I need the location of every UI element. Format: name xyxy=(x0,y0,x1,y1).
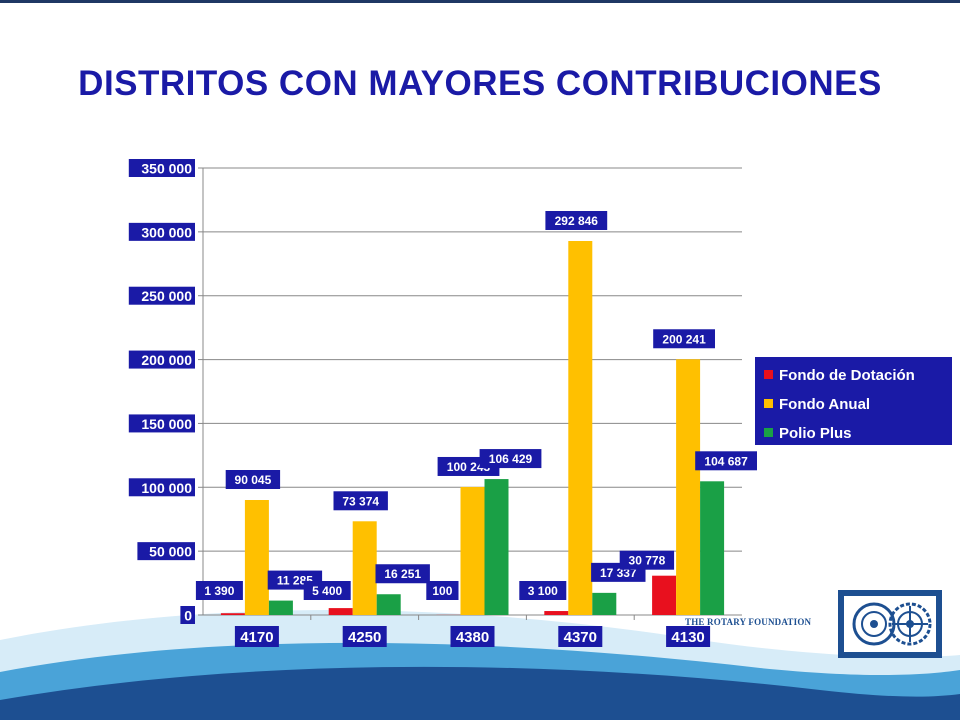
data-label: 16 251 xyxy=(384,567,421,581)
data-label-bg xyxy=(375,564,430,584)
x-tick-label-bg xyxy=(234,626,279,647)
bar xyxy=(652,575,677,615)
x-tick-label: 4250 xyxy=(348,629,381,646)
data-label: 73 374 xyxy=(342,494,379,508)
rotary-wheel-icon xyxy=(852,602,932,646)
chart-bars xyxy=(220,240,725,615)
rotary-logo-inner xyxy=(844,596,936,652)
legend-label: Polio Plus xyxy=(779,425,852,442)
y-tick-label-bg xyxy=(128,350,195,369)
legend-swatch xyxy=(764,370,773,379)
data-label-bg xyxy=(695,451,757,471)
x-tick-label: 4170 xyxy=(240,629,273,646)
y-tick-label-bg xyxy=(128,414,195,433)
y-tick-label-bg xyxy=(180,606,195,624)
data-label: 104 687 xyxy=(704,454,748,468)
y-tick-label: 50 000 xyxy=(149,544,192,560)
bar xyxy=(220,613,245,615)
rotary-logo xyxy=(838,590,942,658)
legend-swatch xyxy=(764,428,773,437)
bar xyxy=(700,481,725,615)
x-tick-label-bg xyxy=(666,626,711,647)
y-tick-label: 200 000 xyxy=(141,352,192,368)
x-tick-label: 4370 xyxy=(564,629,597,646)
y-tick-label-bg xyxy=(128,222,195,241)
data-label: 1 390 xyxy=(204,584,234,598)
bar xyxy=(376,594,401,615)
data-label: 30 778 xyxy=(629,554,666,568)
bar xyxy=(460,486,485,615)
legend-swatch xyxy=(764,399,773,408)
bar xyxy=(676,359,701,615)
bar xyxy=(244,499,269,615)
data-label-bg xyxy=(195,581,243,600)
bar xyxy=(484,479,509,615)
y-axis-ticks: 0 50 000 100 000 150 000 200 000 250 000 300 0… xyxy=(128,159,195,624)
data-label: 100 243 xyxy=(447,460,491,474)
x-axis-ticks: 4170 4250 4380 4370 4130 xyxy=(234,626,711,647)
y-tick-label-bg xyxy=(128,478,195,497)
bar xyxy=(268,600,293,615)
bar xyxy=(328,608,353,615)
data-label-bg xyxy=(225,469,281,489)
data-label-bg xyxy=(479,449,542,469)
data-label: 5 400 xyxy=(312,584,342,598)
data-label-bg xyxy=(303,581,351,600)
data-label: 3 100 xyxy=(528,584,558,598)
data-label: 90 045 xyxy=(235,473,272,487)
x-tick-label: 4380 xyxy=(456,629,489,646)
legend-label: Fondo de Dotación xyxy=(779,367,915,384)
data-label: 292 846 xyxy=(555,214,599,228)
x-tick-label-bg xyxy=(558,626,603,647)
data-label-bg xyxy=(519,581,567,600)
foundation-name: THE ROTARY FOUNDATION xyxy=(685,617,812,627)
y-tick-label: 150 000 xyxy=(141,416,192,432)
y-tick-label: 300 000 xyxy=(141,224,192,240)
y-tick-label: 100 000 xyxy=(141,480,192,496)
bar xyxy=(568,240,593,615)
data-label-bg xyxy=(426,581,459,600)
data-label-bg xyxy=(653,329,715,349)
x-tick-label: 4130 xyxy=(671,629,704,646)
y-tick-label: 350 000 xyxy=(141,161,192,177)
y-tick-label: 0 xyxy=(184,608,192,624)
legend-label: Fondo Anual xyxy=(779,396,870,413)
page-title: DISTRITOS CON MAYORES CONTRIBUCIONES xyxy=(78,64,882,103)
top-rule xyxy=(0,0,960,3)
chart-legend: Fondo de Dotación Fondo Anual Polio Plus xyxy=(755,357,952,445)
data-label: 100 xyxy=(432,584,452,598)
legend-box xyxy=(755,357,952,445)
data-label-bg xyxy=(545,210,608,230)
x-tick-label-bg xyxy=(450,626,495,647)
y-tick-label-bg xyxy=(137,542,195,561)
bar xyxy=(352,521,377,615)
data-label: 200 241 xyxy=(662,332,706,346)
y-tick-label-bg xyxy=(128,286,195,305)
y-tick-label-bg xyxy=(128,159,195,177)
data-label-bg xyxy=(619,550,675,570)
y-tick-label: 250 000 xyxy=(141,288,192,304)
data-label: 106 429 xyxy=(489,452,533,466)
bar xyxy=(592,592,617,615)
wave-dark xyxy=(0,666,960,720)
data-label-bg xyxy=(333,491,388,511)
bar xyxy=(544,611,569,615)
x-tick-label-bg xyxy=(342,626,387,647)
